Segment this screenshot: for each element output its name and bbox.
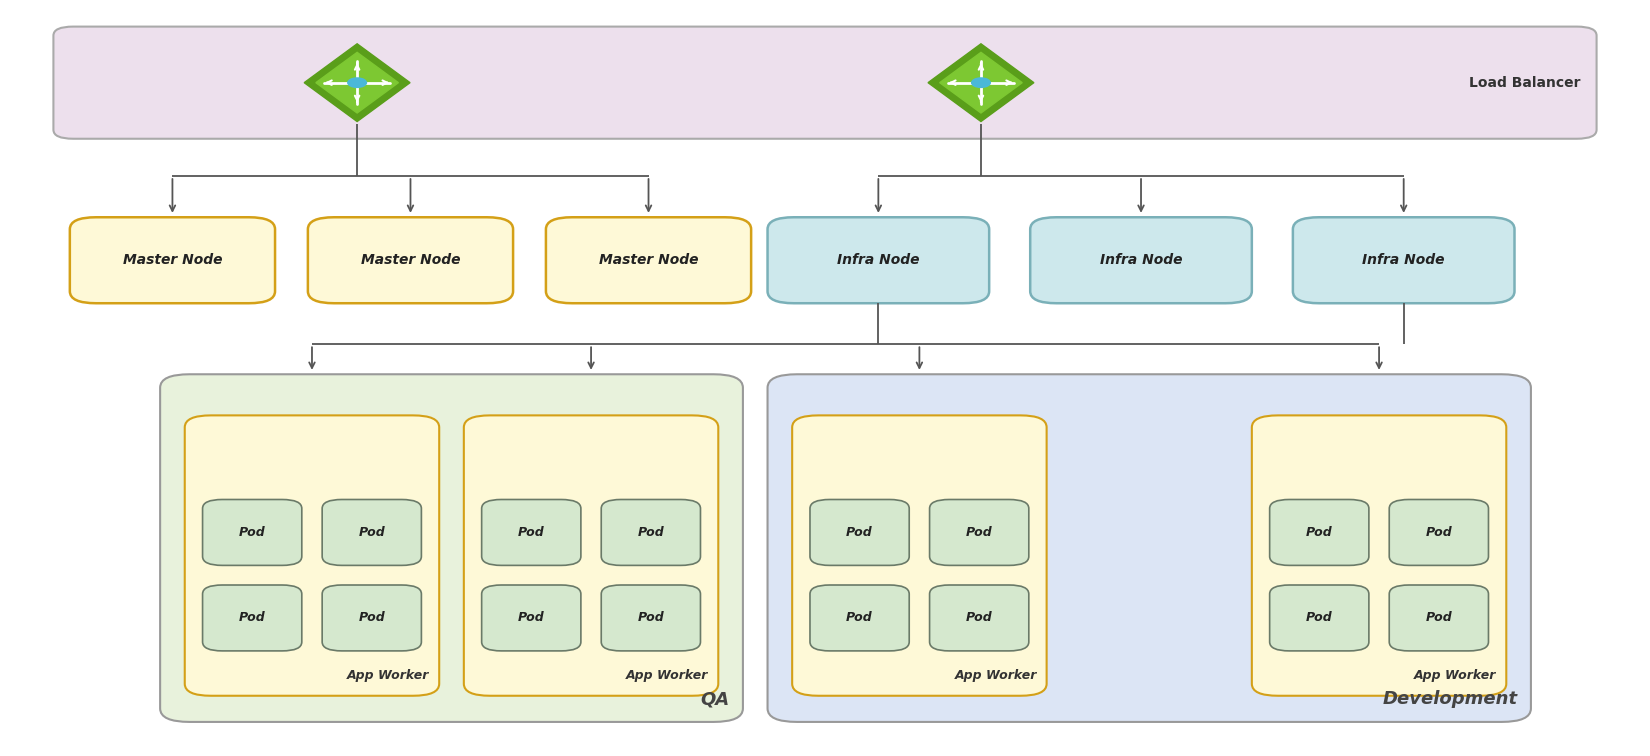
Polygon shape — [315, 52, 398, 113]
FancyBboxPatch shape — [160, 374, 742, 722]
FancyBboxPatch shape — [1294, 217, 1515, 303]
Polygon shape — [304, 44, 411, 122]
FancyBboxPatch shape — [1030, 217, 1252, 303]
Text: Pod: Pod — [637, 526, 665, 539]
FancyBboxPatch shape — [546, 217, 751, 303]
FancyBboxPatch shape — [810, 500, 909, 565]
FancyBboxPatch shape — [601, 500, 701, 565]
Text: QA: QA — [701, 690, 729, 708]
Text: Pod: Pod — [846, 612, 873, 624]
Text: Master Node: Master Node — [599, 253, 698, 267]
Text: Pod: Pod — [637, 612, 665, 624]
FancyBboxPatch shape — [185, 415, 439, 696]
FancyBboxPatch shape — [1252, 415, 1506, 696]
FancyBboxPatch shape — [1389, 585, 1488, 651]
Text: Pod: Pod — [965, 526, 993, 539]
Text: Master Node: Master Node — [122, 253, 223, 267]
Text: Pod: Pod — [358, 526, 384, 539]
Text: Pod: Pod — [518, 526, 544, 539]
Ellipse shape — [346, 77, 368, 88]
FancyBboxPatch shape — [322, 585, 421, 651]
FancyBboxPatch shape — [1269, 500, 1370, 565]
Text: Pod: Pod — [1426, 612, 1452, 624]
Ellipse shape — [970, 77, 992, 88]
Text: App Worker: App Worker — [625, 669, 708, 683]
Text: Development: Development — [1383, 690, 1518, 708]
Text: Pod: Pod — [358, 612, 384, 624]
Text: App Worker: App Worker — [346, 669, 429, 683]
FancyBboxPatch shape — [1269, 585, 1370, 651]
Text: Pod: Pod — [239, 526, 266, 539]
Text: Pod: Pod — [518, 612, 544, 624]
FancyBboxPatch shape — [601, 585, 701, 651]
FancyBboxPatch shape — [69, 217, 276, 303]
FancyBboxPatch shape — [53, 26, 1597, 139]
Text: Infra Node: Infra Node — [1101, 253, 1183, 267]
Polygon shape — [927, 44, 1035, 122]
FancyBboxPatch shape — [482, 500, 581, 565]
FancyBboxPatch shape — [792, 415, 1046, 696]
Text: Pod: Pod — [239, 612, 266, 624]
Text: Pod: Pod — [965, 612, 993, 624]
FancyBboxPatch shape — [322, 500, 421, 565]
FancyBboxPatch shape — [767, 217, 988, 303]
Text: Pod: Pod — [1305, 612, 1333, 624]
Text: Infra Node: Infra Node — [837, 253, 919, 267]
FancyBboxPatch shape — [464, 415, 718, 696]
FancyBboxPatch shape — [929, 500, 1030, 565]
FancyBboxPatch shape — [767, 374, 1531, 722]
Polygon shape — [940, 52, 1023, 113]
FancyBboxPatch shape — [309, 217, 513, 303]
FancyBboxPatch shape — [929, 585, 1030, 651]
Text: App Worker: App Worker — [1414, 669, 1497, 683]
Text: Pod: Pod — [1426, 526, 1452, 539]
Text: App Worker: App Worker — [954, 669, 1036, 683]
Text: Pod: Pod — [1305, 526, 1333, 539]
FancyBboxPatch shape — [203, 500, 302, 565]
FancyBboxPatch shape — [1389, 500, 1488, 565]
FancyBboxPatch shape — [810, 585, 909, 651]
FancyBboxPatch shape — [482, 585, 581, 651]
Text: Pod: Pod — [846, 526, 873, 539]
Text: Infra Node: Infra Node — [1363, 253, 1445, 267]
Text: Load Balancer: Load Balancer — [1468, 76, 1581, 90]
FancyBboxPatch shape — [203, 585, 302, 651]
Text: Master Node: Master Node — [361, 253, 460, 267]
